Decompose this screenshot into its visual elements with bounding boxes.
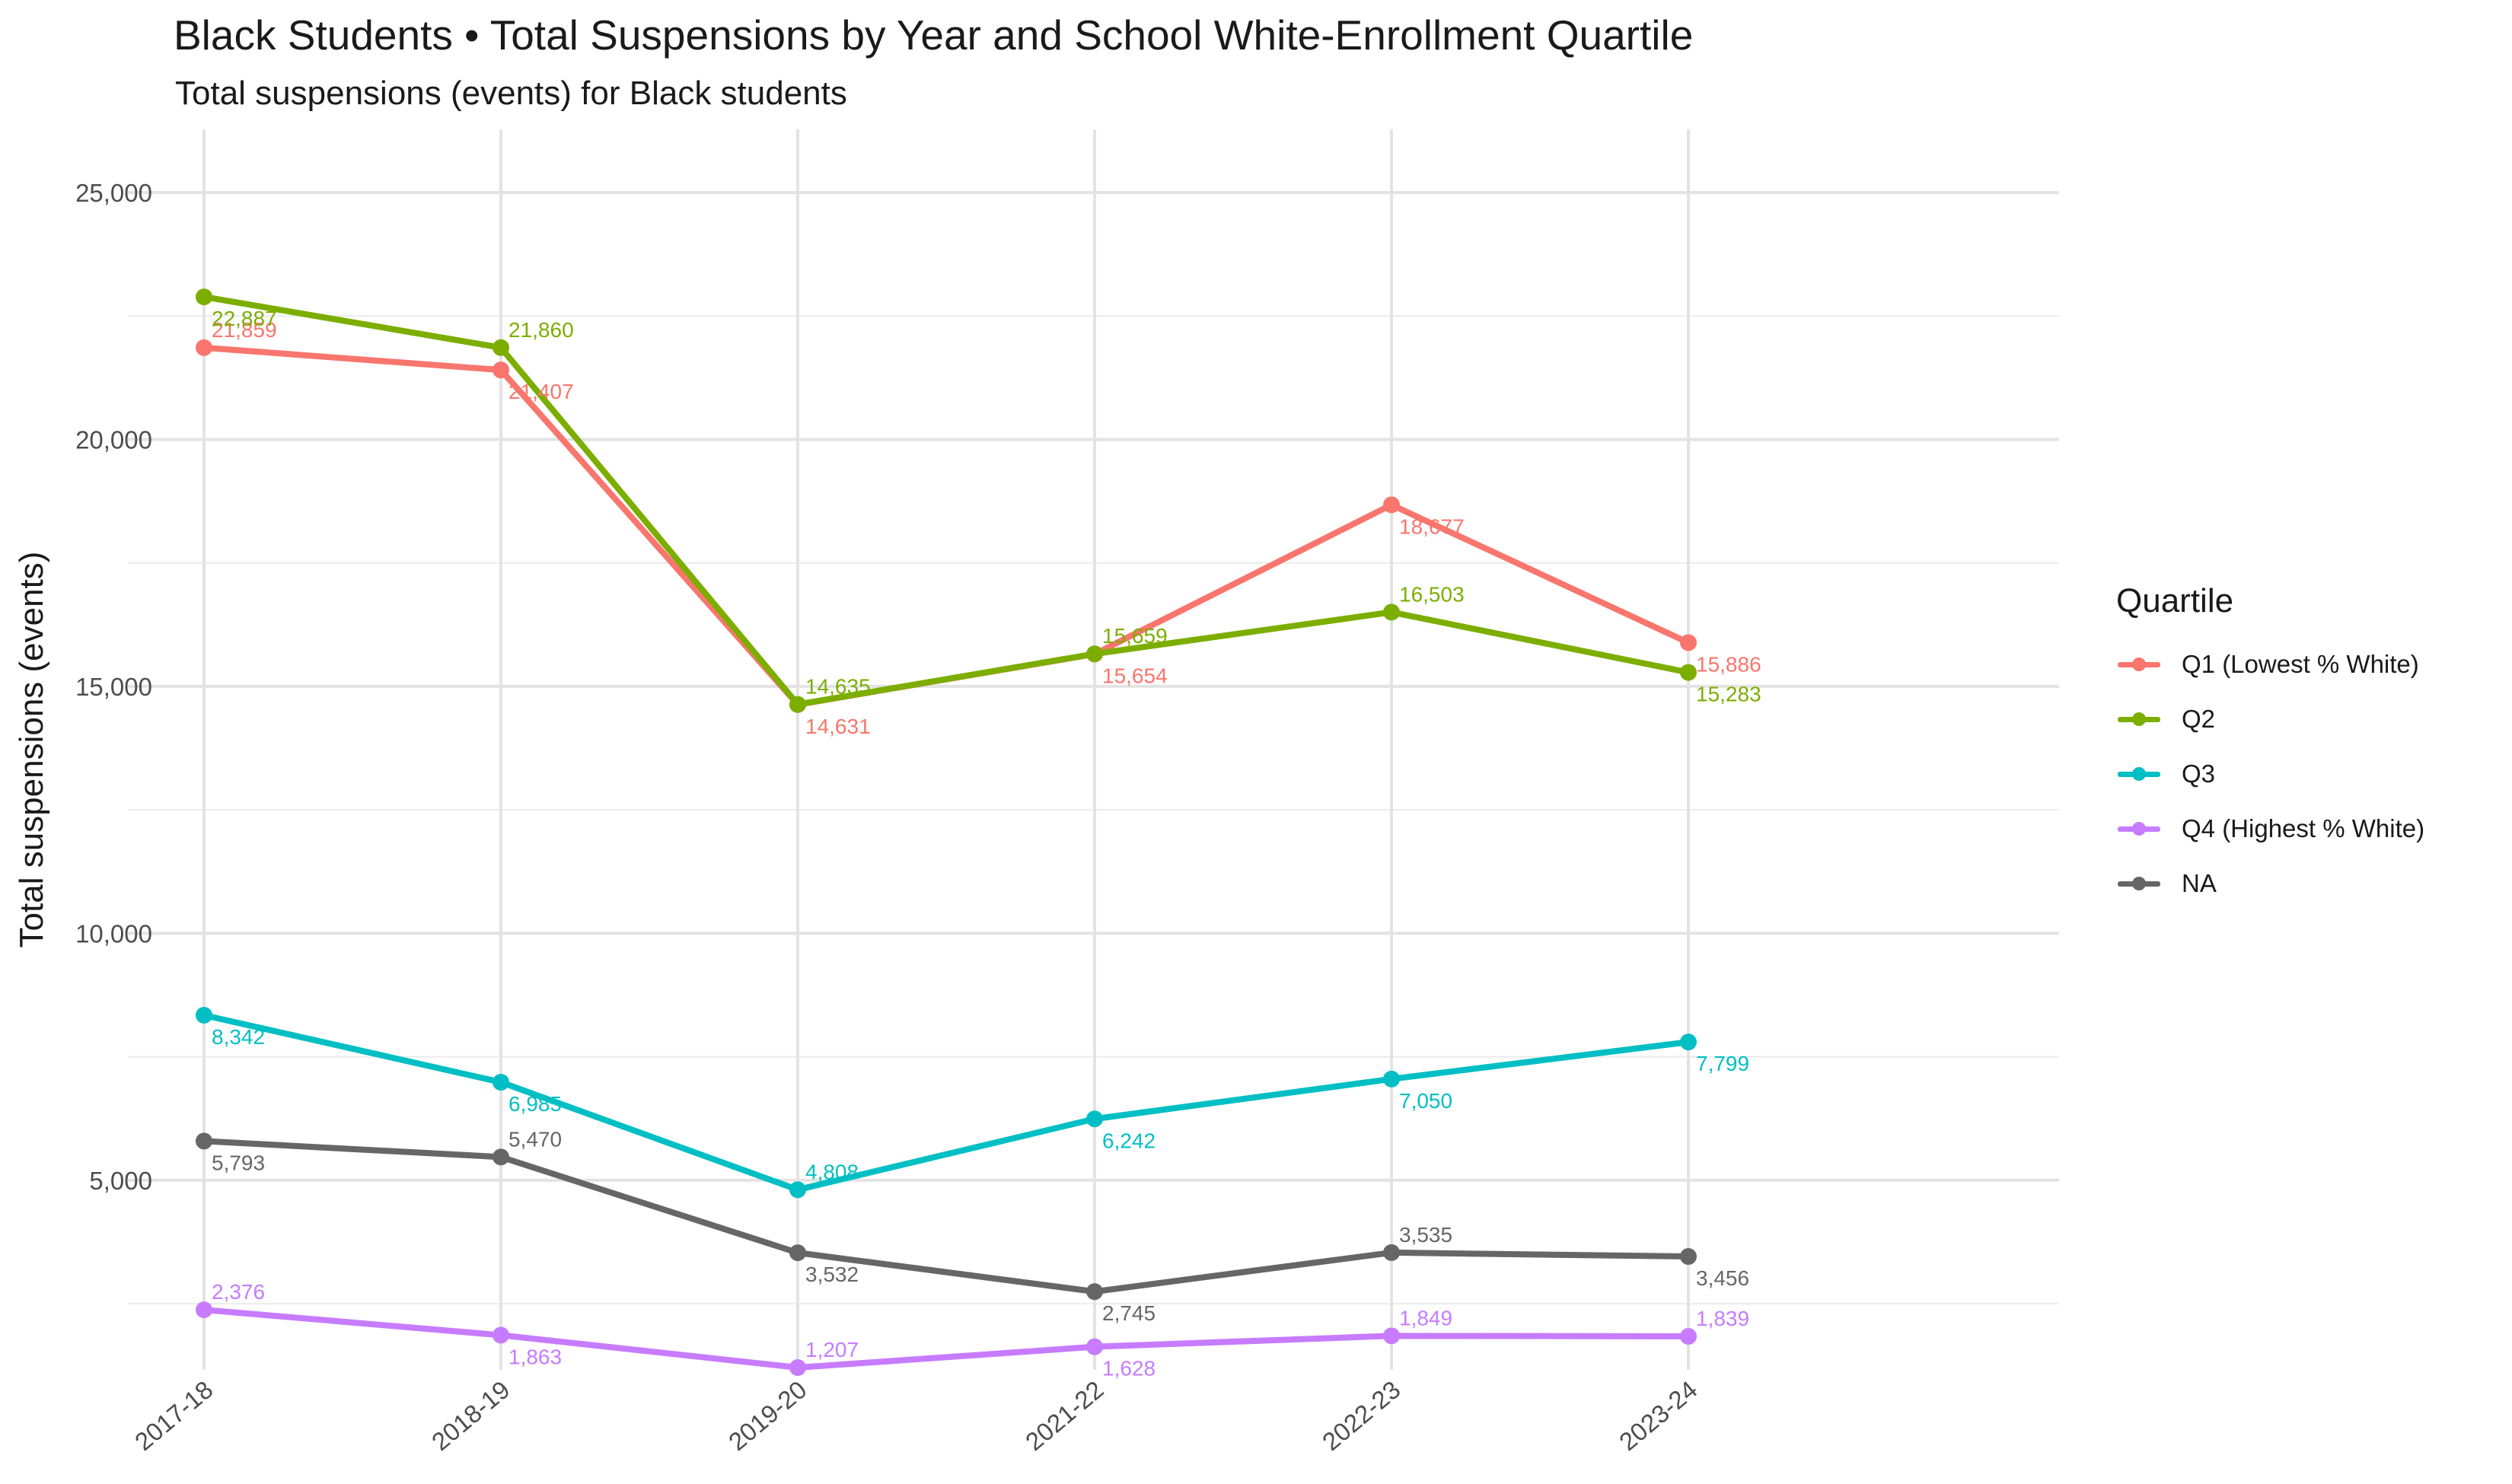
data-label: 2,376 — [212, 1280, 265, 1304]
data-label: 5,793 — [212, 1151, 265, 1174]
data-point — [493, 339, 509, 356]
data-point — [1086, 645, 1103, 662]
legend-label: Q2 — [2182, 705, 2215, 734]
data-point — [1680, 664, 1697, 681]
legend-item: NA — [2116, 856, 2424, 911]
data-point — [493, 1074, 509, 1091]
data-label: 8,342 — [212, 1025, 265, 1049]
legend-items: Q1 (Lowest % White) Q2 Q3 Q4 (Highest % Whi… — [2116, 637, 2424, 911]
y-tick-label: 15,000 — [75, 673, 152, 701]
legend-label: Q3 — [2182, 760, 2215, 788]
data-label: 15,654 — [1102, 664, 1168, 687]
data-label: 4,808 — [805, 1160, 859, 1183]
data-point — [1383, 1244, 1400, 1261]
series-line — [204, 1141, 1688, 1291]
data-point — [196, 1007, 212, 1024]
data-point — [1680, 1248, 1697, 1265]
data-point — [1680, 634, 1697, 651]
legend-label: Q1 (Lowest % White) — [2182, 650, 2419, 679]
data-point — [789, 696, 806, 713]
legend-key — [2116, 868, 2162, 899]
data-point — [493, 361, 509, 378]
data-label: 7,050 — [1399, 1089, 1452, 1113]
data-label: 1,628 — [1102, 1357, 1156, 1381]
data-label: 7,799 — [1696, 1052, 1749, 1075]
y-tick-label: 5,000 — [89, 1167, 152, 1195]
data-label: 21,407 — [508, 380, 574, 403]
data-label: 6,242 — [1102, 1129, 1156, 1152]
data-label: 14,631 — [805, 715, 871, 738]
legend-item: Q3 — [2116, 747, 2424, 801]
data-point — [1086, 1110, 1103, 1127]
y-tick-label: 25,000 — [75, 179, 152, 207]
data-label: 1,839 — [1696, 1307, 1749, 1330]
data-point — [1086, 1339, 1103, 1355]
data-label: 2,745 — [1102, 1301, 1156, 1325]
data-label: 15,283 — [1696, 683, 1761, 706]
data-point — [196, 1301, 212, 1318]
legend-key — [2116, 649, 2162, 680]
data-label: 6,985 — [508, 1092, 562, 1116]
data-label: 15,659 — [1102, 624, 1168, 648]
data-point — [1383, 1071, 1400, 1088]
legend-item: Q2 — [2116, 692, 2424, 747]
series-line — [204, 348, 1688, 705]
series-line — [204, 297, 1688, 704]
y-tick-label: 20,000 — [75, 425, 152, 454]
x-tick-label: 2021-22 — [1020, 1375, 1109, 1456]
data-point — [789, 1181, 806, 1198]
data-label: 21,860 — [508, 318, 574, 342]
data-point — [1680, 1033, 1697, 1050]
data-label: 1,207 — [805, 1338, 859, 1361]
data-point — [789, 1359, 806, 1376]
data-label: 16,503 — [1399, 582, 1465, 606]
series-line — [204, 1015, 1688, 1189]
data-label: 3,532 — [805, 1263, 859, 1286]
x-tick-label: 2023-24 — [1614, 1375, 1703, 1456]
y-axis-title: Total suspensions (events) — [13, 552, 50, 948]
data-label: 1,849 — [1399, 1306, 1452, 1330]
data-point — [789, 1244, 806, 1261]
y-tick-label: 10,000 — [75, 919, 152, 947]
data-label: 1,863 — [508, 1345, 562, 1368]
legend-item: Q4 (Highest % White) — [2116, 801, 2424, 856]
data-label: 3,456 — [1696, 1266, 1749, 1290]
data-point — [1383, 1327, 1400, 1344]
data-point — [196, 288, 212, 305]
x-tick-label: 2017-18 — [129, 1375, 218, 1456]
legend-key — [2116, 704, 2162, 734]
legend: Quartile Q1 (Lowest % White) Q2 Q3 Q4 (High… — [2116, 582, 2424, 911]
data-point — [196, 1132, 212, 1149]
legend-key — [2116, 759, 2162, 789]
data-label: 14,635 — [805, 675, 871, 699]
legend-item: Q1 (Lowest % White) — [2116, 637, 2424, 692]
legend-label: NA — [2182, 869, 2217, 898]
legend-key — [2116, 814, 2162, 844]
legend-title: Quartile — [2116, 582, 2424, 620]
x-tick-label: 2022-23 — [1317, 1375, 1406, 1456]
data-label: 5,470 — [508, 1127, 562, 1151]
data-point — [1383, 603, 1400, 620]
data-label: 22,887 — [212, 307, 277, 330]
legend-label: Q4 (Highest % White) — [2182, 814, 2424, 843]
x-tick-label: 2018-19 — [426, 1375, 515, 1456]
series-line — [204, 1310, 1688, 1368]
data-point — [1086, 1283, 1103, 1300]
data-point — [196, 339, 212, 356]
data-point — [493, 1326, 509, 1343]
data-label: 3,535 — [1399, 1223, 1452, 1247]
data-point — [493, 1148, 509, 1165]
data-label: 18,677 — [1399, 514, 1465, 538]
data-label: 15,886 — [1696, 652, 1761, 676]
data-point — [1383, 496, 1400, 513]
x-tick-label: 2019-20 — [723, 1375, 812, 1456]
data-point — [1680, 1328, 1697, 1345]
